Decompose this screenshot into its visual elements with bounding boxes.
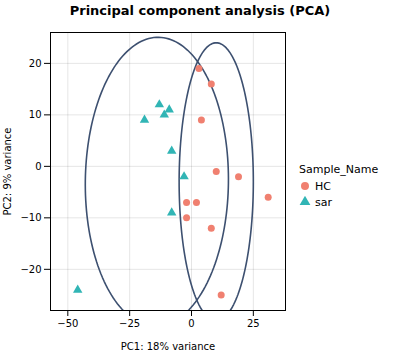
svg-text:PC1: 18% variance: PC1: 18% variance [121,341,215,352]
html-text:HC: HC [315,179,331,193]
html-text:Principal component analysis (: Principal component analysis (PCA) [69,3,331,18]
svg-text:0: 0 [188,318,194,329]
svg-text:−50: −50 [57,318,78,329]
svg-text:0: 0 [35,161,41,172]
svg-text:−20: −20 [20,264,41,275]
svg-text:−10: −10 [20,212,41,223]
svg-text:25: 25 [247,318,260,329]
svg-text:PC2: 9% variance: PC2: 9% variance [2,127,13,215]
svg-text:10: 10 [29,109,42,120]
html-text:Sample_Name: Sample_Name [299,162,379,176]
svg-text:−25: −25 [119,318,140,329]
html-text:sar: sar [315,195,332,209]
svg-text:20: 20 [29,58,42,69]
